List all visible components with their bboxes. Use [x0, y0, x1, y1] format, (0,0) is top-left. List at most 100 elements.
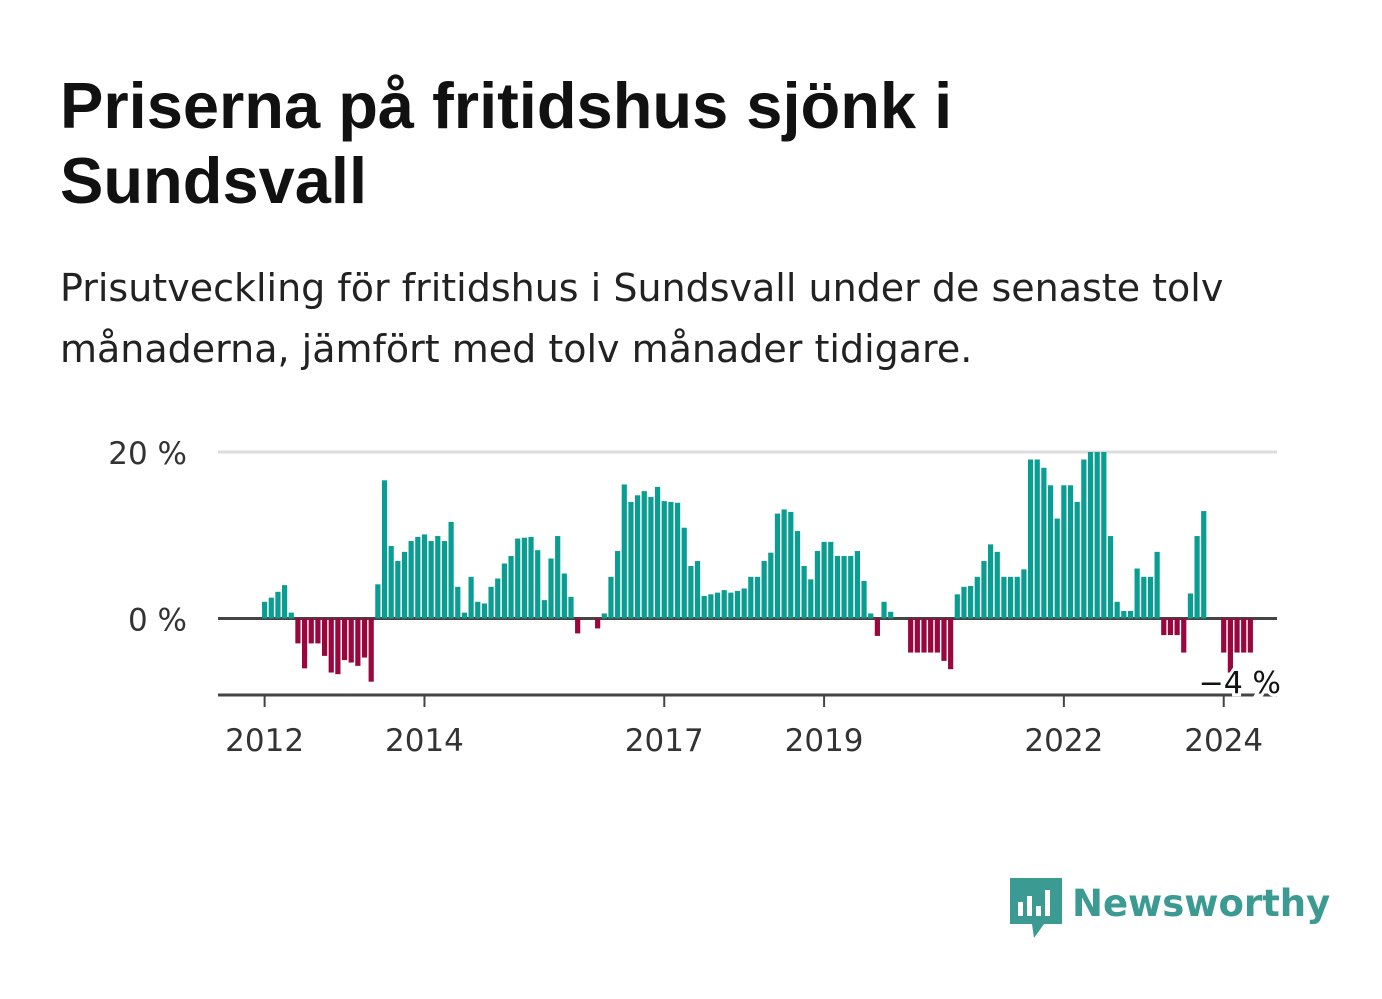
bar [861, 580, 867, 619]
bar [1107, 536, 1114, 619]
bar [1014, 576, 1020, 619]
bar [761, 561, 767, 619]
bar [268, 597, 274, 619]
bar [681, 527, 687, 619]
bar [1174, 618, 1180, 636]
bar [988, 544, 994, 619]
bar [495, 578, 501, 619]
bar [774, 513, 781, 619]
bar [295, 618, 301, 644]
bar [788, 511, 794, 619]
bar [355, 618, 361, 666]
bar [641, 491, 647, 619]
bar [1241, 618, 1247, 653]
bar [941, 618, 947, 661]
bar [728, 592, 734, 619]
bar [981, 561, 987, 619]
bar [282, 585, 288, 619]
bar [401, 551, 408, 619]
chart-title: Priserna på fritidshus sjönk i Sundsvall [60, 69, 953, 217]
bar [428, 541, 434, 619]
bar [408, 541, 414, 619]
bar [1061, 485, 1067, 619]
bar [868, 613, 874, 619]
grid-layer [218, 450, 1277, 620]
bar [262, 601, 268, 619]
bar [455, 586, 461, 619]
bar [701, 595, 707, 619]
bar [694, 561, 701, 619]
bar [448, 521, 454, 619]
bar [841, 556, 847, 619]
bar [741, 588, 747, 619]
bar [1134, 568, 1140, 619]
bar [1021, 569, 1027, 619]
bar [468, 576, 474, 619]
bar [881, 601, 887, 619]
bar [575, 618, 581, 634]
bar [954, 594, 960, 619]
bar [874, 618, 880, 636]
bar [1101, 452, 1107, 619]
bar [1007, 576, 1014, 619]
bar [688, 566, 694, 619]
bar [1094, 452, 1100, 619]
bar [821, 541, 827, 619]
bar [621, 484, 627, 619]
bar [754, 576, 761, 619]
bar [521, 537, 527, 619]
bar [854, 551, 860, 619]
bar [1114, 601, 1120, 619]
bar [888, 611, 894, 619]
bar [1227, 618, 1233, 673]
bar [921, 618, 927, 653]
bar [361, 618, 368, 658]
bar [1121, 610, 1127, 619]
bar [395, 561, 401, 619]
bar [961, 586, 967, 619]
bar [1187, 593, 1194, 619]
bar [435, 536, 441, 619]
bar [421, 534, 428, 619]
bar [615, 551, 621, 619]
bar [781, 509, 787, 619]
bar [1234, 618, 1240, 653]
bar [341, 618, 348, 661]
bar [461, 612, 468, 619]
bar [488, 586, 494, 619]
bar [1167, 618, 1174, 636]
bar [914, 618, 920, 653]
bar [1154, 551, 1160, 619]
bar [1054, 518, 1060, 619]
bar [1141, 576, 1147, 619]
bar [481, 603, 488, 619]
x-tick-label: 2012 [225, 723, 304, 759]
bar [348, 618, 354, 663]
newsworthy-logo: Newsworthy [1010, 878, 1330, 940]
bar [994, 551, 1000, 619]
bar [635, 495, 641, 619]
bar [381, 480, 388, 619]
bar [848, 556, 854, 619]
brand-name: Newsworthy [1072, 882, 1331, 925]
bar [748, 576, 754, 619]
bar [548, 558, 554, 619]
bar [328, 618, 334, 673]
bar [708, 594, 714, 619]
x-tick-label: 2014 [385, 723, 464, 759]
bar [968, 585, 974, 619]
bar [1147, 576, 1154, 619]
bar [974, 576, 980, 619]
bar [1181, 618, 1187, 653]
bar [601, 613, 607, 619]
bar [1247, 618, 1253, 653]
x-tick-label: 2024 [1184, 723, 1263, 759]
bar [1221, 618, 1227, 653]
bar [301, 618, 308, 669]
bar [388, 546, 394, 619]
bar [1161, 618, 1167, 636]
bar [528, 536, 534, 619]
bar [668, 501, 674, 619]
bar [335, 618, 341, 675]
bar [768, 552, 774, 619]
